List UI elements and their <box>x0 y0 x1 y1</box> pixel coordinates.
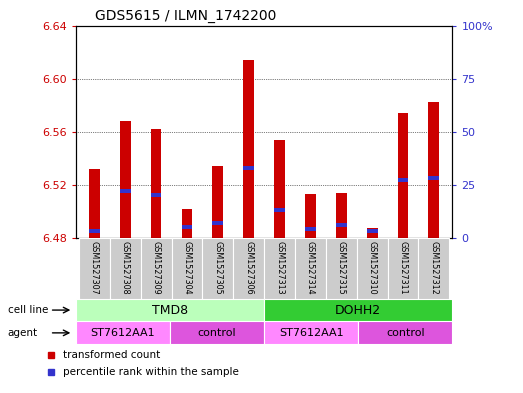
Bar <box>367 228 378 238</box>
Text: GSM1527307: GSM1527307 <box>90 241 99 295</box>
Text: GSM1527309: GSM1527309 <box>152 241 161 295</box>
Bar <box>76 321 170 344</box>
Text: TMD8: TMD8 <box>152 303 188 317</box>
Bar <box>233 238 264 299</box>
Text: GSM1527313: GSM1527313 <box>275 241 284 295</box>
Bar <box>141 238 172 299</box>
Bar <box>120 189 131 193</box>
Text: transformed count: transformed count <box>63 350 160 360</box>
Bar <box>336 223 347 227</box>
Bar <box>305 194 316 238</box>
Bar <box>336 193 347 238</box>
Bar <box>172 238 202 299</box>
Bar <box>151 193 162 197</box>
Text: GSM1527314: GSM1527314 <box>306 241 315 295</box>
Bar <box>202 238 233 299</box>
Text: GSM1527308: GSM1527308 <box>121 241 130 295</box>
Bar <box>358 321 452 344</box>
Bar <box>89 169 100 238</box>
Bar <box>357 238 388 299</box>
Bar <box>76 299 264 321</box>
Text: GSM1527306: GSM1527306 <box>244 241 253 295</box>
Bar <box>89 230 100 233</box>
Bar <box>264 321 358 344</box>
Bar <box>388 238 418 299</box>
Text: GSM1527315: GSM1527315 <box>337 241 346 295</box>
Text: ST7612AA1: ST7612AA1 <box>90 328 155 338</box>
Text: control: control <box>386 328 425 338</box>
Bar <box>243 60 254 238</box>
Bar <box>418 238 449 299</box>
Bar <box>243 166 254 170</box>
Text: GDS5615 / ILMN_1742200: GDS5615 / ILMN_1742200 <box>95 9 276 23</box>
Text: control: control <box>198 328 236 338</box>
Bar <box>120 121 131 238</box>
Text: ST7612AA1: ST7612AA1 <box>279 328 344 338</box>
Bar <box>428 176 439 180</box>
Text: GSM1527312: GSM1527312 <box>429 241 438 295</box>
Text: agent: agent <box>8 328 38 338</box>
Bar <box>212 221 223 225</box>
Bar <box>151 129 162 238</box>
Text: GSM1527304: GSM1527304 <box>183 241 191 295</box>
Bar <box>274 140 285 238</box>
Bar <box>264 238 295 299</box>
Bar <box>305 227 316 231</box>
Text: GSM1527310: GSM1527310 <box>368 241 377 295</box>
Bar <box>367 230 378 233</box>
Text: cell line: cell line <box>8 305 48 315</box>
Bar <box>326 238 357 299</box>
Bar <box>428 103 439 238</box>
Text: GSM1527305: GSM1527305 <box>213 241 222 295</box>
Bar <box>295 238 326 299</box>
Bar <box>397 178 408 182</box>
Bar <box>170 321 264 344</box>
Text: GSM1527311: GSM1527311 <box>399 241 407 295</box>
Bar <box>79 238 110 299</box>
Bar <box>274 208 285 212</box>
Text: DOHH2: DOHH2 <box>335 303 381 317</box>
Bar <box>181 209 192 238</box>
Text: percentile rank within the sample: percentile rank within the sample <box>63 367 238 377</box>
Bar <box>110 238 141 299</box>
Bar <box>212 166 223 238</box>
Bar <box>264 299 452 321</box>
Bar <box>181 225 192 229</box>
Bar <box>397 113 408 238</box>
